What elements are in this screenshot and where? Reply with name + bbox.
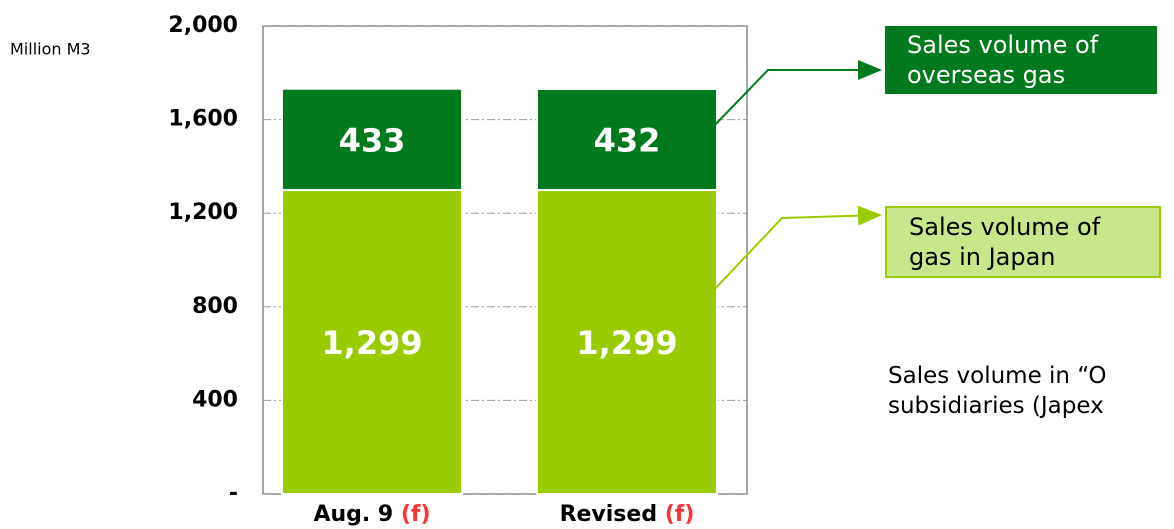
category-note: (f)	[401, 502, 431, 527]
y-tick-label: 1,600	[168, 107, 238, 132]
data-label: 1,299	[321, 324, 422, 362]
category-name: Revised	[560, 502, 658, 527]
data-label: 432	[594, 121, 661, 159]
data-label: 1,299	[576, 324, 677, 362]
category-name: Aug. 9	[313, 502, 393, 527]
y-tick-label: 2,000	[168, 13, 238, 38]
bar-segment	[281, 87, 463, 192]
legend-entry: Sales volume of overseas gas	[885, 26, 1157, 94]
annotation: subsidiaries (Japex	[888, 393, 1104, 419]
bar-segment	[281, 189, 463, 495]
x-tick-label: Aug. 9 (f)	[313, 502, 430, 527]
data-label: 433	[339, 121, 406, 159]
x-tick-label: Revised (f)	[560, 502, 695, 527]
y-tick-label: 800	[192, 294, 238, 319]
y-tick-label: 400	[192, 387, 238, 412]
annotation: Sales volume in “O	[888, 363, 1107, 389]
y-unit: Million M3	[10, 40, 91, 59]
legend-entry: Sales volume of gas in Japan	[885, 206, 1161, 278]
category-note: (f)	[665, 502, 695, 527]
y-tick-label: -	[229, 481, 238, 506]
bar-segment	[536, 87, 718, 192]
y-tick-label: 1,200	[168, 200, 238, 225]
bar-segment	[536, 189, 718, 495]
connector	[711, 205, 882, 293]
connector	[711, 60, 882, 129]
